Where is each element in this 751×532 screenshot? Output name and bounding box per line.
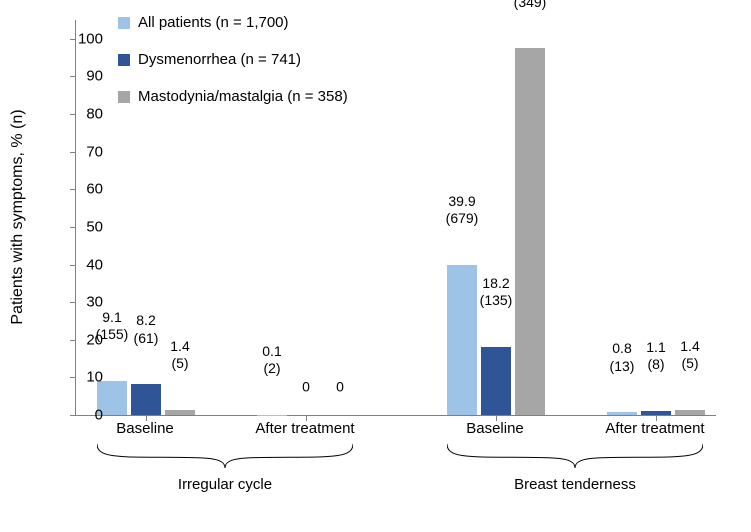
y-tick-label: 70 <box>86 143 103 160</box>
y-tick <box>70 415 76 416</box>
y-tick <box>70 152 76 153</box>
legend-label: Mastodynia/mastalgia (n = 358) <box>138 88 348 105</box>
group-bracket <box>97 444 353 468</box>
y-axis-label: Patients with symptoms, % (n) <box>9 109 27 324</box>
legend-swatch <box>118 91 130 103</box>
y-tick <box>70 340 76 341</box>
bar-value-label: 39.9(679) <box>432 193 492 228</box>
y-tick-label: 80 <box>86 106 103 123</box>
x-subgroup-label: Baseline <box>466 420 524 437</box>
y-tick-label: 0 <box>95 407 103 424</box>
legend-item: All patients (n = 1,700) <box>118 14 348 31</box>
bar <box>641 411 671 415</box>
y-tick <box>70 265 76 266</box>
y-tick <box>70 39 76 40</box>
bar-value-label: 0 <box>310 378 370 396</box>
y-tick-label: 100 <box>78 30 103 47</box>
bar <box>607 412 637 415</box>
x-subgroup-label: Baseline <box>116 420 174 437</box>
y-tick-label: 60 <box>86 181 103 198</box>
y-tick-label: 30 <box>86 294 103 311</box>
chart-container: Patients with symptoms, % (n) 9.1(155)8.… <box>0 0 751 532</box>
y-tick-label: 90 <box>86 68 103 85</box>
bar-value-label: 0.1(2) <box>242 343 302 378</box>
y-tick <box>70 227 76 228</box>
y-tick <box>70 114 76 115</box>
y-tick-label: 20 <box>86 331 103 348</box>
legend-label: Dysmenorrhea (n = 741) <box>138 51 301 68</box>
bar <box>675 410 705 415</box>
legend-swatch <box>118 54 130 66</box>
y-tick <box>70 377 76 378</box>
y-tick <box>70 76 76 77</box>
bar <box>131 384 161 415</box>
y-tick-label: 50 <box>86 218 103 235</box>
y-tick <box>70 189 76 190</box>
legend-item: Mastodynia/mastalgia (n = 358) <box>118 88 348 105</box>
group-bracket <box>447 444 703 468</box>
bar-value-label: 1.4(5) <box>150 338 210 373</box>
y-tick-label: 10 <box>86 369 103 386</box>
bar <box>481 347 511 415</box>
bar-value-label: 1.4(5) <box>660 338 720 373</box>
y-tick <box>70 302 76 303</box>
x-group-label: Irregular cycle <box>178 476 272 493</box>
y-tick-label: 40 <box>86 256 103 273</box>
bar-value-label: 97.5(349) <box>500 0 560 11</box>
legend-swatch <box>118 17 130 29</box>
legend-item: Dysmenorrhea (n = 741) <box>118 51 348 68</box>
bar <box>165 410 195 415</box>
legend: All patients (n = 1,700) Dysmenorrhea (n … <box>118 14 348 125</box>
x-group-label: Breast tenderness <box>514 476 636 493</box>
legend-label: All patients (n = 1,700) <box>138 14 289 31</box>
bar <box>515 48 545 415</box>
x-subgroup-label: After treatment <box>605 420 704 437</box>
x-subgroup-label: After treatment <box>255 420 354 437</box>
